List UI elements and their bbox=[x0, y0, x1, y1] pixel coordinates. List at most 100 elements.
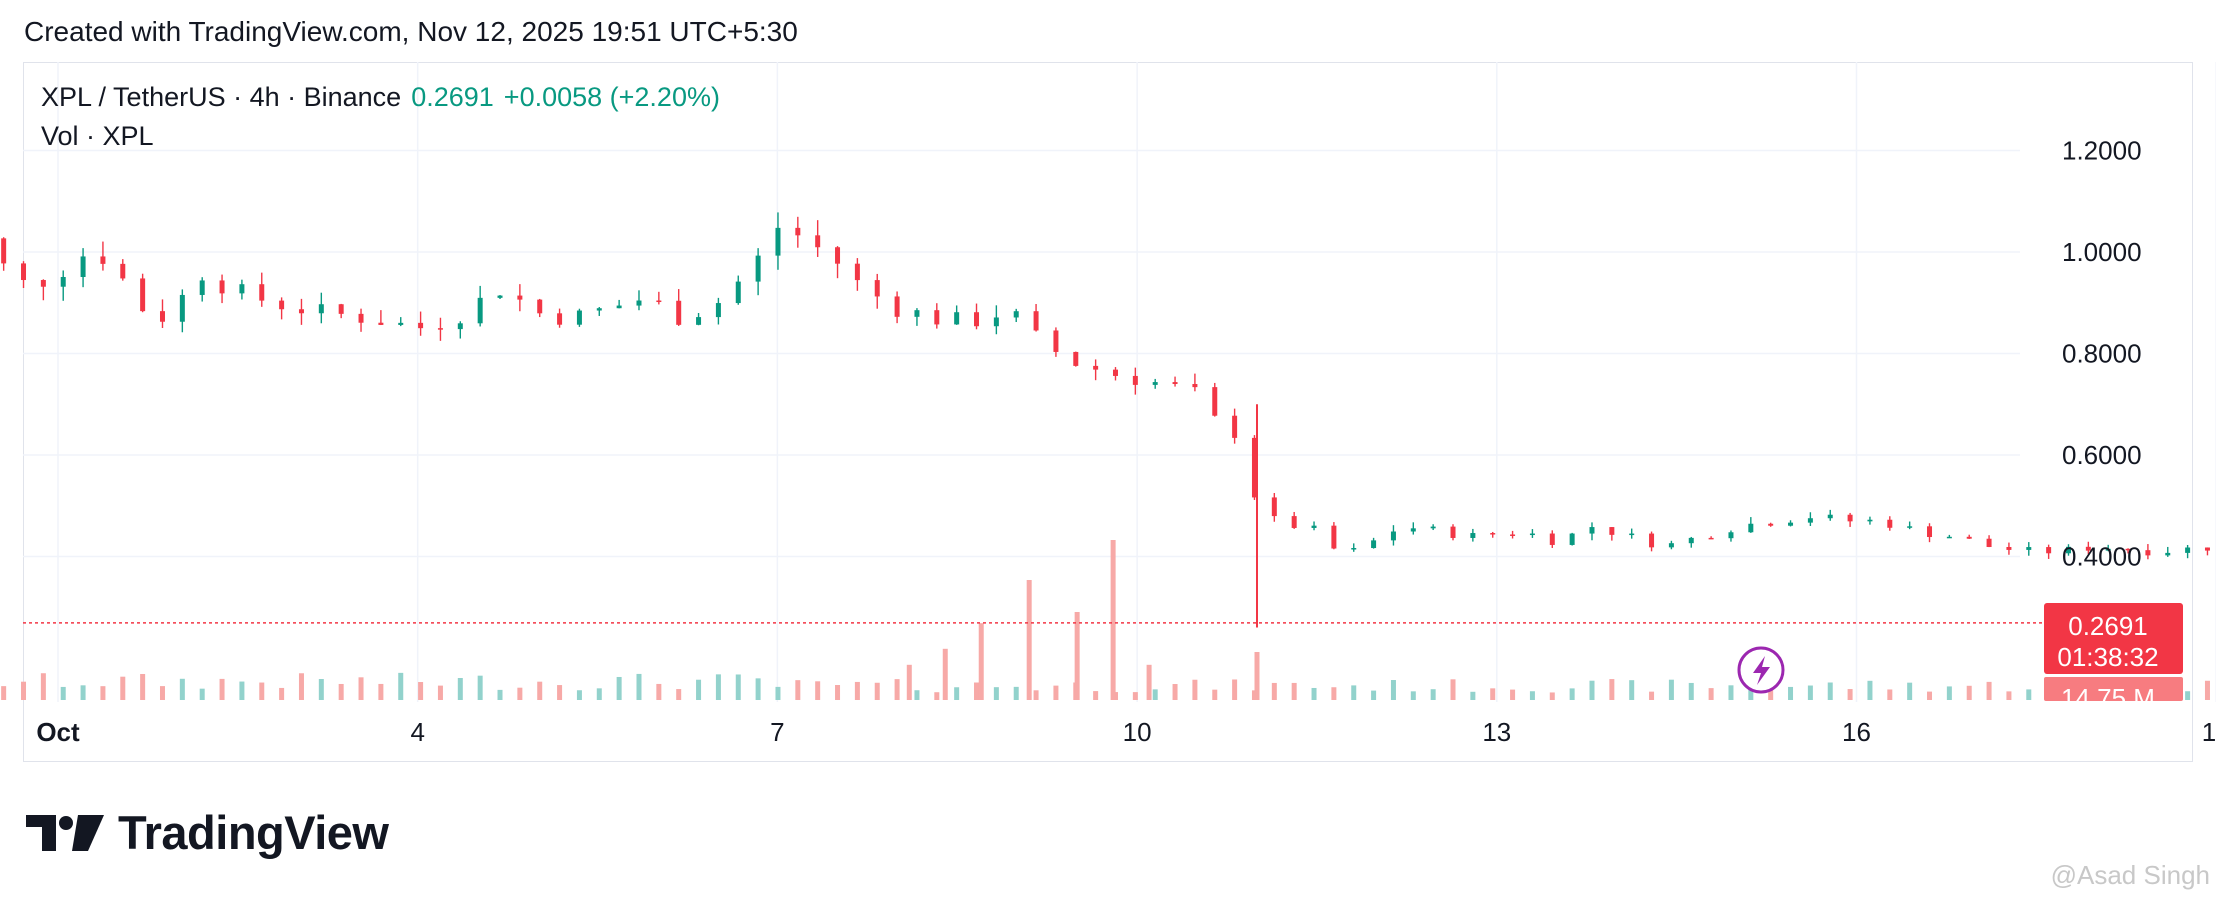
volume-bar bbox=[1569, 688, 1575, 700]
candle-body bbox=[1569, 533, 1575, 545]
volume-bar bbox=[1728, 685, 1734, 700]
candle-body bbox=[1927, 526, 1933, 538]
candle-body bbox=[616, 305, 622, 309]
candle-body bbox=[934, 310, 940, 325]
candle-body bbox=[815, 235, 821, 248]
candle-body bbox=[80, 256, 86, 277]
candle-body bbox=[1251, 437, 1257, 498]
symbol-text[interactable]: XPL / TetherUS · 4h · Binance bbox=[41, 82, 402, 112]
symbol-legend: XPL / TetherUS · 4h · Binance 0.2691 +0.00… bbox=[41, 82, 720, 113]
volume-bar bbox=[477, 675, 483, 700]
volume-bar bbox=[60, 686, 66, 700]
candle-body bbox=[1529, 533, 1535, 536]
volume-bar bbox=[974, 682, 980, 700]
volume-bar bbox=[576, 690, 582, 700]
candle-body bbox=[636, 300, 642, 306]
volume-legend[interactable]: Vol · XPL bbox=[41, 121, 154, 151]
candle-body bbox=[2185, 547, 2191, 553]
volume-bar bbox=[378, 683, 384, 700]
candle-body bbox=[318, 304, 324, 314]
volume-bar bbox=[874, 682, 880, 700]
legend-last-price: 0.2691 bbox=[411, 82, 494, 112]
candle-body bbox=[1172, 382, 1178, 385]
x-tick-label: 4 bbox=[410, 717, 424, 747]
volume-bar bbox=[1847, 689, 1853, 700]
volume-spike bbox=[1110, 540, 1116, 700]
volume-bar bbox=[1807, 685, 1813, 700]
candle-body bbox=[1351, 548, 1357, 550]
candle-body bbox=[437, 328, 443, 330]
volume-bar bbox=[1907, 682, 1913, 700]
volume-bar bbox=[1589, 680, 1595, 700]
lightning-icon[interactable] bbox=[1737, 646, 1785, 694]
volume-bar bbox=[854, 681, 860, 700]
volume-bar bbox=[1212, 689, 1218, 700]
candle-body bbox=[1510, 534, 1516, 536]
candle-body bbox=[1212, 387, 1218, 416]
candle-body bbox=[1132, 375, 1138, 385]
volume-bar bbox=[418, 682, 424, 700]
volume-bar bbox=[1, 686, 7, 700]
volume-bar bbox=[1232, 679, 1238, 700]
volume-bar bbox=[2185, 691, 2191, 700]
last-price-value: 0.2691 bbox=[2068, 611, 2148, 641]
volume-bar bbox=[1768, 688, 1774, 700]
volume-bar bbox=[298, 673, 304, 700]
candle-body bbox=[894, 296, 900, 317]
volume-bar bbox=[259, 682, 265, 700]
volume-bars bbox=[1, 540, 2210, 700]
volume-bar bbox=[179, 678, 185, 700]
x-tick-label: 13 bbox=[1482, 717, 1511, 747]
volume-bar bbox=[279, 687, 285, 700]
candle-body bbox=[1033, 311, 1039, 331]
volume-bar bbox=[1649, 691, 1655, 700]
candle-body bbox=[179, 294, 185, 322]
candle-body bbox=[1470, 533, 1476, 538]
candle-body bbox=[696, 317, 702, 325]
candle-body bbox=[755, 255, 761, 282]
candle-body bbox=[735, 281, 741, 304]
candle-body bbox=[914, 310, 920, 317]
volume-bar bbox=[557, 685, 563, 700]
volume-bar bbox=[1291, 682, 1297, 700]
created-with-text: Created with TradingView.com, Nov 12, 20… bbox=[24, 16, 798, 47]
candle-body bbox=[1053, 330, 1059, 352]
x-tick-label: 10 bbox=[1123, 717, 1152, 747]
candle-body bbox=[2046, 547, 2052, 554]
candle-body bbox=[1430, 526, 1436, 529]
candle-body bbox=[954, 312, 960, 325]
volume-spike bbox=[906, 664, 912, 700]
chart-frame bbox=[23, 62, 2193, 762]
x-tick-label: 19 bbox=[2202, 717, 2216, 747]
candle-body bbox=[298, 309, 304, 314]
volume-bar bbox=[835, 685, 841, 700]
volume-bar bbox=[1351, 685, 1357, 700]
candle-body bbox=[835, 247, 841, 264]
candle-body bbox=[1589, 527, 1595, 534]
volume-bar bbox=[2204, 680, 2210, 700]
candle-body bbox=[2065, 546, 2071, 554]
candle-body bbox=[2145, 550, 2151, 556]
volume-bar bbox=[199, 688, 205, 700]
candle-body bbox=[60, 276, 66, 287]
candle-body bbox=[418, 322, 424, 329]
tradingview-logo[interactable]: TradingView bbox=[26, 805, 389, 860]
legend-change: +0.0058 (+2.20%) bbox=[503, 82, 720, 112]
volume-bar bbox=[1251, 690, 1257, 700]
candle-body bbox=[120, 263, 126, 279]
candle-body bbox=[874, 280, 880, 297]
volume-spike bbox=[1026, 580, 1032, 700]
candle-body bbox=[2006, 546, 2012, 550]
candle-body bbox=[40, 280, 46, 287]
candle-body bbox=[21, 263, 27, 281]
y-tick-label: 1.2000 bbox=[2062, 136, 2142, 166]
volume-bar bbox=[993, 687, 999, 700]
candle-body bbox=[576, 310, 582, 325]
candle-body bbox=[1748, 523, 1754, 533]
candles bbox=[1, 212, 2210, 628]
volume-bar bbox=[2026, 689, 2032, 700]
candle-body bbox=[1946, 536, 1952, 539]
candle-body bbox=[1450, 526, 1456, 538]
volume-bar bbox=[1708, 688, 1714, 700]
